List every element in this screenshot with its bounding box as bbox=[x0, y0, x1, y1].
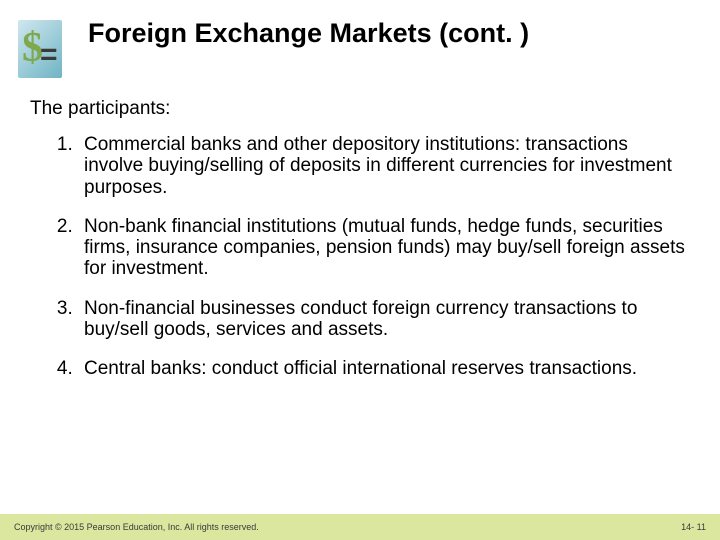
list-item: Central banks: conduct official internat… bbox=[78, 358, 690, 379]
slide-title: Foreign Exchange Markets (cont. ) bbox=[88, 18, 529, 49]
list-item: Commercial banks and other depository in… bbox=[78, 134, 690, 198]
page-number: 14- 11 bbox=[681, 522, 706, 532]
slide-body: The participants: Commercial banks and o… bbox=[0, 88, 720, 379]
list-item: Non-financial businesses conduct foreign… bbox=[78, 298, 690, 341]
footer-bar: Copyright © 2015 Pearson Education, Inc.… bbox=[0, 514, 720, 540]
participants-list: Commercial banks and other depository in… bbox=[30, 134, 690, 379]
dollar-equals-icon: $ = bbox=[6, 18, 76, 80]
copyright-text: Copyright © 2015 Pearson Education, Inc.… bbox=[14, 522, 259, 532]
list-item: Non-bank financial institutions (mutual … bbox=[78, 216, 690, 280]
title-row: $ = Foreign Exchange Markets (cont. ) bbox=[0, 0, 720, 88]
lead-text: The participants: bbox=[30, 98, 690, 120]
